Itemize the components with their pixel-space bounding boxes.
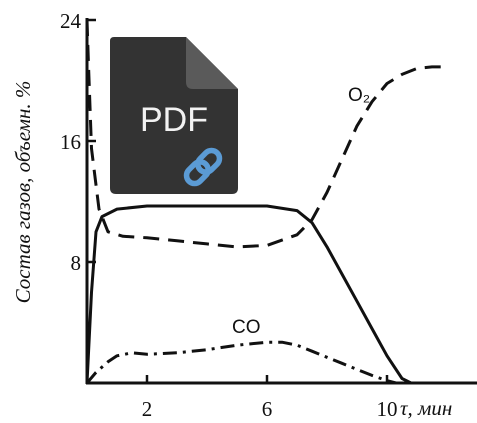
- axes: [85, 18, 477, 385]
- link-chain-icon: [183, 147, 223, 187]
- y-tick-label: 8: [71, 251, 82, 275]
- curves: [85, 19, 447, 385]
- x-axis-unit-label: τ, мин: [400, 396, 452, 420]
- x-tick-label: 10: [377, 397, 398, 421]
- pdf-file-icon: PDF: [110, 37, 238, 194]
- pdf-folded-corner: [186, 37, 238, 89]
- o2-curve: [85, 19, 447, 249]
- y-tick-label: 16: [60, 130, 81, 154]
- y-axis-title: Состав газов, объемн. %: [11, 81, 35, 304]
- main-solid-curve: [85, 204, 412, 385]
- x-tick-label: 2: [142, 397, 153, 421]
- co-curve-label: CO: [232, 317, 261, 338]
- y-tick-label: 24: [60, 9, 82, 33]
- x-tick-label: 6: [262, 397, 273, 421]
- tick-labels: 8 16 24 2 6 10: [60, 9, 398, 421]
- o2-curve-label: O₂: [348, 85, 370, 106]
- pdf-badge-label: PDF: [140, 101, 208, 139]
- co-curve: [85, 340, 397, 385]
